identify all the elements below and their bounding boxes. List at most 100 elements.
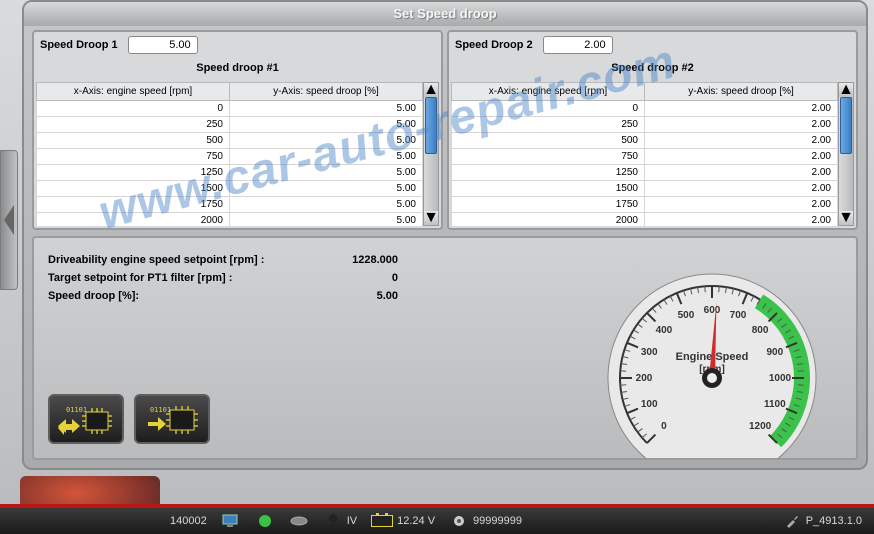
speed-droop-pct-label: Speed droop [%]: [48, 290, 318, 302]
table-row[interactable]: 12505.00 [37, 165, 423, 181]
gear-icon [449, 513, 469, 529]
speed-droop-2-input[interactable] [543, 36, 613, 54]
svg-text:0: 0 [661, 421, 667, 432]
bottom-strip: 140002 IV 12.24 V 99999999 [0, 474, 874, 534]
svg-text:900: 900 [766, 347, 783, 358]
tool-icon [782, 513, 802, 529]
cell-y: 5.00 [230, 149, 423, 165]
scroll-down-icon[interactable]: ▼ [424, 211, 438, 225]
speed-droop-1-input[interactable] [128, 36, 198, 54]
driveability-label: Driveability engine speed setpoint [rpm]… [48, 254, 318, 266]
cell-x: 1750 [452, 197, 645, 213]
cell-y: 2.00 [645, 181, 838, 197]
svg-text:100: 100 [641, 399, 658, 410]
battery-icon [371, 515, 393, 527]
cell-x: 2000 [452, 213, 645, 227]
speed-droop-2-subtitle: Speed droop #2 [449, 58, 856, 82]
panels-row: Speed Droop 1 Speed droop #1 x-Axis: eng… [24, 26, 866, 230]
scroll-up-icon[interactable]: ▲ [424, 83, 438, 97]
cell-y: 5.00 [230, 133, 423, 149]
scroll-down-icon[interactable]: ▼ [839, 211, 853, 225]
target-setpoint-value: 0 [318, 272, 398, 284]
engine-speed-gauge: 0100200300400500600700800900100011001200… [582, 248, 842, 448]
table-row[interactable]: 20005.00 [37, 213, 423, 227]
scroll-thumb[interactable] [840, 97, 852, 154]
status-counter: 99999999 [473, 515, 522, 527]
table-row[interactable]: 12502.00 [452, 165, 838, 181]
table-2-col-y: y-Axis: speed droop [%] [645, 83, 838, 101]
status-bar: 140002 IV 12.24 V 99999999 [0, 508, 874, 534]
cell-x: 2000 [37, 213, 230, 227]
cell-x: 750 [452, 149, 645, 165]
main-window: Set Speed droop Speed Droop 1 Speed droo… [22, 0, 868, 470]
speed-droop-2-table: x-Axis: engine speed [rpm] y-Axis: speed… [451, 82, 838, 226]
driveability-value: 1228.000 [318, 254, 398, 266]
cell-y: 2.00 [645, 165, 838, 181]
cell-x: 0 [37, 101, 230, 117]
window-title: Set Speed droop [24, 2, 866, 26]
table-row[interactable]: 15002.00 [452, 181, 838, 197]
cell-y: 2.00 [645, 101, 838, 117]
svg-text:1000: 1000 [769, 373, 792, 384]
cell-y: 5.00 [230, 213, 423, 227]
cell-x: 1750 [37, 197, 230, 213]
table-row[interactable]: 2505.00 [37, 117, 423, 133]
status-voltage: 12.24 V [397, 515, 435, 527]
table-2-scrollbar[interactable]: ▲ ▼ [838, 82, 854, 226]
cell-x: 1500 [452, 181, 645, 197]
speed-droop-pct-value: 5.00 [318, 290, 398, 302]
svg-text:700: 700 [730, 310, 747, 321]
table-row[interactable]: 20002.00 [452, 213, 838, 227]
svg-text:1200: 1200 [749, 421, 772, 432]
target-setpoint-label: Target setpoint for PT1 filter [rpm] : [48, 272, 318, 284]
table-row[interactable]: 02.00 [452, 101, 838, 117]
svg-text:800: 800 [752, 325, 769, 336]
table-row[interactable]: 7502.00 [452, 149, 838, 165]
cell-y: 2.00 [645, 197, 838, 213]
table-row[interactable]: 17505.00 [37, 197, 423, 213]
cell-y: 5.00 [230, 101, 423, 117]
speed-droop-2-label: Speed Droop 2 [455, 39, 533, 51]
table-1-col-y: y-Axis: speed droop [%] [230, 83, 423, 101]
table-row[interactable]: 7505.00 [37, 149, 423, 165]
speed-droop-1-label: Speed Droop 1 [40, 39, 118, 51]
chip-write-button[interactable]: 01101 [134, 394, 210, 444]
svg-text:01101: 01101 [150, 406, 171, 414]
cell-x: 250 [37, 117, 230, 133]
cell-x: 500 [37, 133, 230, 149]
cell-y: 5.00 [230, 165, 423, 181]
cell-y: 2.00 [645, 149, 838, 165]
status-iv: IV [347, 515, 357, 527]
cell-y: 5.00 [230, 197, 423, 213]
svg-text:600: 600 [704, 305, 721, 316]
disk-icon [289, 513, 309, 529]
svg-text:1100: 1100 [764, 399, 786, 410]
table-row[interactable]: 5002.00 [452, 133, 838, 149]
cell-x: 1250 [452, 165, 645, 181]
cell-y: 5.00 [230, 181, 423, 197]
table-1-col-x: x-Axis: engine speed [rpm] [37, 83, 230, 101]
table-row[interactable]: 5005.00 [37, 133, 423, 149]
chip-read-button[interactable]: 01101 [48, 394, 124, 444]
status-code: 140002 [170, 515, 207, 527]
scroll-up-icon[interactable]: ▲ [839, 83, 853, 97]
cell-x: 1500 [37, 181, 230, 197]
table-row[interactable]: 05.00 [37, 101, 423, 117]
table-row[interactable]: 15005.00 [37, 181, 423, 197]
left-drawer-handle[interactable] [0, 150, 18, 290]
cell-y: 2.00 [645, 117, 838, 133]
svg-text:400: 400 [656, 325, 673, 336]
cell-x: 750 [37, 149, 230, 165]
table-2-col-x: x-Axis: engine speed [rpm] [452, 83, 645, 101]
cell-x: 250 [452, 117, 645, 133]
speed-droop-2-panel: Speed Droop 2 Speed droop #2 x-Axis: eng… [447, 30, 858, 230]
svg-text:01101: 01101 [66, 406, 87, 414]
table-row[interactable]: 2502.00 [452, 117, 838, 133]
cell-x: 500 [452, 133, 645, 149]
speed-droop-1-panel: Speed Droop 1 Speed droop #1 x-Axis: eng… [32, 30, 443, 230]
scroll-thumb[interactable] [425, 97, 437, 154]
table-1-scrollbar[interactable]: ▲ ▼ [423, 82, 439, 226]
table-row[interactable]: 17502.00 [452, 197, 838, 213]
cell-y: 5.00 [230, 117, 423, 133]
cell-x: 1250 [37, 165, 230, 181]
